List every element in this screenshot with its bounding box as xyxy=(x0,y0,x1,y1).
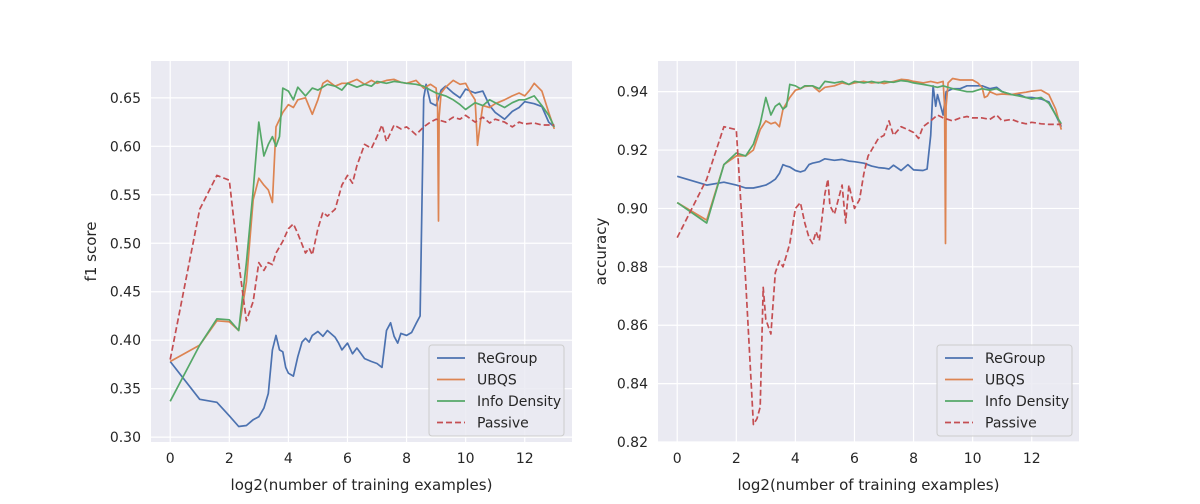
x-tick-label: 10 xyxy=(457,451,475,467)
series-line-passive xyxy=(676,114,1062,426)
legend-label: Info Density xyxy=(477,394,561,410)
legend-label: UBQS xyxy=(477,373,517,389)
legend: ReGroup UBQS Info Density Passive xyxy=(936,344,1073,437)
y-tick-label: 0.55 xyxy=(110,188,141,204)
legend-label: Passive xyxy=(477,416,529,432)
y-tick-label: 0.30 xyxy=(110,430,141,446)
series-line-info-density xyxy=(676,79,1063,224)
y-tick-label: 0.65 xyxy=(110,91,141,107)
x-tick-label: 12 xyxy=(516,451,534,467)
x-tick-label: 6 xyxy=(343,451,352,467)
series-group xyxy=(169,78,556,428)
legend-box xyxy=(428,344,565,437)
y-tick-label: 0.35 xyxy=(110,382,141,398)
series-group xyxy=(676,77,1063,426)
x-tick-label: 0 xyxy=(166,451,175,467)
y-tick-label: 0.86 xyxy=(617,318,648,334)
chart-panel-2: 0 2 4 6 8 10 12 0.82 0.84 0.86 0.88 0.90 0.92 0.94 log… xyxy=(592,61,1079,494)
series-line-regroup xyxy=(676,84,1063,189)
x-tick-label: 0 xyxy=(673,451,682,467)
y-tick-label: 0.82 xyxy=(617,435,648,451)
legend-label: Passive xyxy=(985,416,1037,432)
y-tick-label: 0.84 xyxy=(617,377,648,393)
y-tick-label: 0.45 xyxy=(110,285,141,301)
legend-label: ReGroup xyxy=(477,351,537,367)
x-tick-label: 2 xyxy=(225,451,234,467)
x-tick-label: 4 xyxy=(791,451,800,467)
x-tick-label: 10 xyxy=(964,451,982,467)
x-tick-label: 6 xyxy=(850,451,859,467)
series-line-info-density xyxy=(169,80,556,402)
y-tick-label: 0.50 xyxy=(110,236,141,252)
y-tick-label: 0.88 xyxy=(617,260,648,276)
x-tick-label: 8 xyxy=(402,451,411,467)
legend-label: Info Density xyxy=(985,394,1069,410)
legend-label: ReGroup xyxy=(985,351,1045,367)
y-tick-label: 0.40 xyxy=(110,333,141,349)
y-tick-label: 0.90 xyxy=(617,201,648,217)
series-line-passive xyxy=(169,114,555,360)
legend: ReGroup UBQS Info Density Passive xyxy=(428,344,565,437)
x-tick-label: 8 xyxy=(909,451,918,467)
x-axis-label: log2(number of training examples) xyxy=(231,476,493,494)
x-tick-label: 4 xyxy=(284,451,293,467)
x-tick-label: 2 xyxy=(732,451,741,467)
legend-label: UBQS xyxy=(985,373,1025,389)
y-tick-label: 0.92 xyxy=(617,143,648,159)
y-tick-label: 0.94 xyxy=(617,85,648,101)
y-axis-label: f1 score xyxy=(82,222,100,282)
series-line-ubqs xyxy=(676,77,1063,245)
x-tick-label: 12 xyxy=(1023,451,1041,467)
chart-panel-1: 0 2 4 6 8 10 12 0.30 0.35 0.40 0.45 0.50 0.55 0.60 0.6… xyxy=(82,61,572,494)
legend-box xyxy=(936,344,1073,437)
y-axis-label: accuracy xyxy=(592,218,610,286)
series-line-regroup xyxy=(169,83,555,428)
series-line-ubqs xyxy=(169,78,556,363)
x-axis-label: log2(number of training examples) xyxy=(738,476,1000,494)
y-tick-label: 0.60 xyxy=(110,139,141,155)
